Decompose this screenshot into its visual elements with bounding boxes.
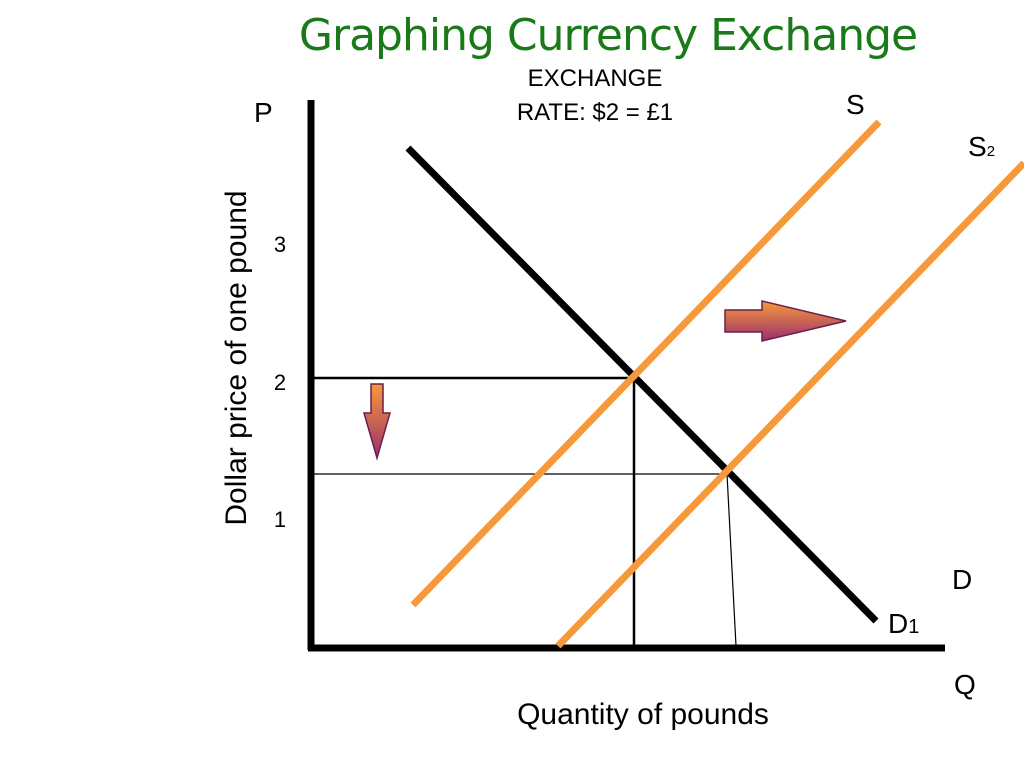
y-tick-label: 3 xyxy=(274,232,286,257)
supply-shift-right-arrow-icon xyxy=(724,300,847,342)
y-axis-symbol: P xyxy=(254,97,273,128)
supply-label: S xyxy=(846,89,865,120)
price-down-arrow-icon xyxy=(363,383,391,461)
demand-label: D xyxy=(952,564,972,595)
x-axis-symbol: Q xyxy=(954,669,976,700)
demand-shift-subscript: 1 xyxy=(908,616,919,638)
new-quantity-line xyxy=(726,473,737,647)
exchange-rate-line1: EXCHANGE xyxy=(528,65,663,92)
demand-shift-letter: D xyxy=(888,608,908,639)
supply-curve-s2 xyxy=(555,160,1024,649)
y-tick-label: 2 xyxy=(274,370,286,395)
demand-shift-label: D1 xyxy=(888,608,919,639)
exchange-rate-line2: RATE: $2 = £1 xyxy=(517,99,673,126)
y-tick-label: 1 xyxy=(274,507,286,532)
slide-title: Graphing Currency Exchange xyxy=(298,10,918,61)
supply-shift-label: S2 xyxy=(968,131,995,162)
demand-curve xyxy=(405,145,879,624)
supply-curve-s xyxy=(410,119,882,608)
y-axis-title: Dollar price of one pound xyxy=(220,190,253,525)
supply-shift-subscript: 2 xyxy=(987,143,995,160)
x-axis-title: Quantity of pounds xyxy=(517,698,769,731)
supply-shift-letter: S xyxy=(968,131,987,162)
